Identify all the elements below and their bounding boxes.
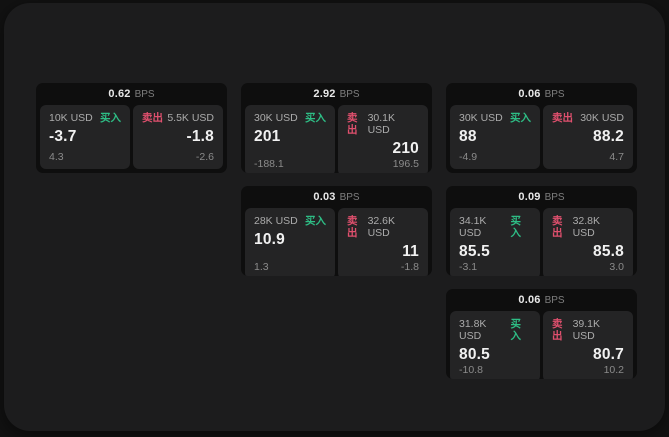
quote-card: 2.92 BPS 30K USD 买入 201 -188.1 卖出 30.1K … — [241, 83, 432, 173]
quote-card: 0.06 BPS 30K USD 买入 88 -4.9 卖出 30K USD 8… — [446, 83, 637, 173]
buy-price: 201 — [254, 128, 281, 145]
buy-quote-panel[interactable]: 30K USD 买入 201 -188.1 — [245, 105, 335, 173]
card-body: 34.1K USD 买入 85.5 -3.1 卖出 32.8K USD 85.8… — [446, 208, 637, 276]
sell-side-label: 卖出 — [552, 318, 563, 342]
quote-card: 0.62 BPS 10K USD 买入 -3.7 4.3 卖出 5.5K USD… — [36, 83, 227, 173]
sell-quote-panel[interactable]: 卖出 32.6K USD 11 -1.8 — [338, 208, 428, 276]
buy-quote-panel[interactable]: 10K USD 买入 -3.7 4.3 — [40, 105, 130, 169]
card-body: 28K USD 买入 10.9 1.3 卖出 32.6K USD 11 -1.8 — [241, 208, 432, 276]
bps-value: 0.62 — [108, 88, 131, 100]
sell-delta: 3.0 — [609, 261, 624, 273]
bps-value: 0.06 — [518, 294, 541, 306]
sell-side-label: 卖出 — [347, 112, 358, 136]
card-body: 30K USD 买入 201 -188.1 卖出 30.1K USD 210 1… — [241, 105, 432, 173]
sell-delta: -1.8 — [400, 261, 419, 273]
sell-side-label: 卖出 — [552, 215, 563, 239]
buy-price: 80.5 — [459, 346, 490, 363]
sell-amount: 32.8K USD — [572, 215, 601, 239]
sell-amount: 32.6K USD — [367, 215, 396, 239]
sell-amount: 5.5K USD — [167, 112, 214, 124]
bps-unit-label: BPS — [544, 294, 565, 306]
sell-side-label: 卖出 — [552, 112, 573, 124]
bps-unit-label: BPS — [339, 88, 360, 100]
buy-price: 85.5 — [459, 243, 490, 260]
sell-side-label: 卖出 — [347, 215, 358, 239]
card-header: 0.06 BPS — [446, 83, 637, 105]
sell-price: 11 — [402, 243, 419, 260]
buy-amount: 28K USD — [254, 215, 298, 227]
buy-amount: 30K USD — [459, 112, 503, 124]
buy-delta: -4.9 — [459, 151, 478, 163]
sell-quote-panel[interactable]: 卖出 32.8K USD 85.8 3.0 — [543, 208, 633, 276]
bps-value: 0.09 — [518, 191, 541, 203]
card-header: 2.92 BPS — [241, 83, 432, 105]
sell-delta: 4.7 — [609, 151, 624, 163]
sell-quote-panel[interactable]: 卖出 5.5K USD -1.8 -2.6 — [133, 105, 223, 169]
card-body: 31.8K USD 买入 80.5 -10.8 卖出 39.1K USD 80.… — [446, 311, 637, 379]
card-header: 0.09 BPS — [446, 186, 637, 208]
buy-price: 88 — [459, 128, 477, 145]
sell-delta: 10.2 — [603, 364, 624, 376]
buy-side-label: 买入 — [305, 112, 326, 124]
buy-delta: -188.1 — [254, 158, 284, 170]
sell-price: 80.7 — [593, 346, 624, 363]
bps-unit-label: BPS — [544, 191, 565, 203]
card-header: 0.62 BPS — [36, 83, 227, 105]
buy-price: 10.9 — [254, 231, 285, 248]
buy-amount: 34.1K USD — [459, 215, 487, 239]
sell-side-label: 卖出 — [142, 112, 163, 124]
buy-delta: 1.3 — [254, 261, 269, 273]
sell-amount: 30.1K USD — [367, 112, 396, 136]
sell-delta: -2.6 — [195, 151, 214, 163]
sell-price: -1.8 — [186, 128, 214, 145]
buy-amount: 31.8K USD — [459, 318, 487, 342]
buy-delta: 4.3 — [49, 151, 64, 163]
bps-unit-label: BPS — [134, 88, 155, 100]
sell-quote-panel[interactable]: 卖出 39.1K USD 80.7 10.2 — [543, 311, 633, 379]
sell-price: 85.8 — [593, 243, 624, 260]
buy-quote-panel[interactable]: 34.1K USD 买入 85.5 -3.1 — [450, 208, 540, 276]
bps-unit-label: BPS — [544, 88, 565, 100]
buy-price: -3.7 — [49, 128, 77, 145]
buy-quote-panel[interactable]: 31.8K USD 买入 80.5 -10.8 — [450, 311, 540, 379]
buy-side-label: 买入 — [510, 318, 521, 342]
quote-card: 0.09 BPS 34.1K USD 买入 85.5 -3.1 卖出 32.8K… — [446, 186, 637, 276]
sell-quote-panel[interactable]: 卖出 30.1K USD 210 196.5 — [338, 105, 428, 173]
buy-quote-panel[interactable]: 30K USD 买入 88 -4.9 — [450, 105, 540, 169]
card-body: 10K USD 买入 -3.7 4.3 卖出 5.5K USD -1.8 -2.… — [36, 105, 227, 173]
bps-unit-label: BPS — [339, 191, 360, 203]
card-body: 30K USD 买入 88 -4.9 卖出 30K USD 88.2 4.7 — [446, 105, 637, 173]
sell-delta: 196.5 — [392, 158, 419, 170]
bps-value: 0.03 — [313, 191, 336, 203]
buy-quote-panel[interactable]: 28K USD 买入 10.9 1.3 — [245, 208, 335, 276]
card-header: 0.06 BPS — [446, 289, 637, 311]
card-header: 0.03 BPS — [241, 186, 432, 208]
sell-price: 88.2 — [593, 128, 624, 145]
buy-delta: -10.8 — [459, 364, 483, 376]
buy-amount: 10K USD — [49, 112, 93, 124]
quote-card: 0.03 BPS 28K USD 买入 10.9 1.3 卖出 32.6K US… — [241, 186, 432, 276]
buy-side-label: 买入 — [510, 215, 521, 239]
sell-quote-panel[interactable]: 卖出 30K USD 88.2 4.7 — [543, 105, 633, 169]
quote-card: 0.06 BPS 31.8K USD 买入 80.5 -10.8 卖出 39.1… — [446, 289, 637, 379]
bps-value: 0.06 — [518, 88, 541, 100]
buy-side-label: 买入 — [305, 215, 326, 227]
sell-amount: 30K USD — [580, 112, 624, 124]
quote-cards-grid: 0.62 BPS 10K USD 买入 -3.7 4.3 卖出 5.5K USD… — [36, 83, 637, 379]
buy-side-label: 买入 — [510, 112, 531, 124]
sell-amount: 39.1K USD — [572, 318, 601, 342]
buy-amount: 30K USD — [254, 112, 298, 124]
buy-delta: -3.1 — [459, 261, 478, 273]
sell-price: 210 — [392, 140, 419, 157]
bps-value: 2.92 — [313, 88, 336, 100]
buy-side-label: 买入 — [100, 112, 121, 124]
